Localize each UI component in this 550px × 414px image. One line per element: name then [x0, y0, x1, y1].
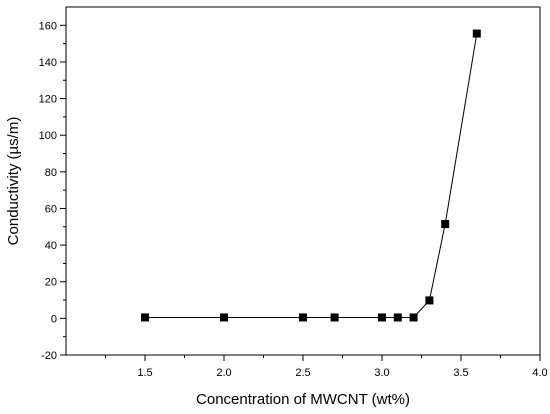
data-point: [220, 313, 228, 322]
y-tick-label: 100: [39, 130, 57, 142]
y-tick-label: 40: [45, 240, 57, 252]
data-point: [409, 313, 418, 322]
y-tick-label: 160: [39, 20, 57, 32]
x-tick-label: 3.0: [374, 367, 389, 379]
data-point: [299, 313, 307, 322]
data-point: [441, 220, 450, 229]
y-tick-label: 60: [45, 203, 57, 215]
y-axis-label: Conductivity (µs/m): [5, 117, 22, 246]
y-tick-label: 0: [51, 313, 57, 325]
data-point: [472, 29, 481, 38]
y-tick-label: 140: [39, 57, 57, 69]
plot-area: [65, 6, 541, 356]
data-point: [393, 313, 402, 322]
x-tick-label: 1.5: [137, 367, 152, 379]
y-tick-label: 80: [45, 167, 57, 179]
x-tick-label: 2.0: [216, 367, 231, 379]
y-tick-label: -20: [41, 350, 57, 362]
x-tick-label: 2.5: [295, 367, 310, 379]
x-tick-label: 3.5: [453, 367, 468, 379]
series-line: [145, 33, 478, 318]
y-tick-label: 120: [39, 94, 57, 106]
x-axis-label: Concentration of MWCNT (wt%): [196, 391, 410, 408]
y-axis: -20 0 20 40 60 80 100 120 140 160: [39, 20, 66, 362]
data-series: [141, 29, 481, 322]
x-tick-label: 4.0: [532, 367, 547, 379]
data-point: [330, 313, 339, 322]
data-point: [141, 313, 149, 322]
x-axis: 1.5 2.0 2.5 3.0 3.5 4.0: [105, 355, 548, 379]
data-point: [378, 313, 386, 322]
data-point: [425, 296, 434, 305]
y-tick-label: 20: [45, 277, 57, 289]
